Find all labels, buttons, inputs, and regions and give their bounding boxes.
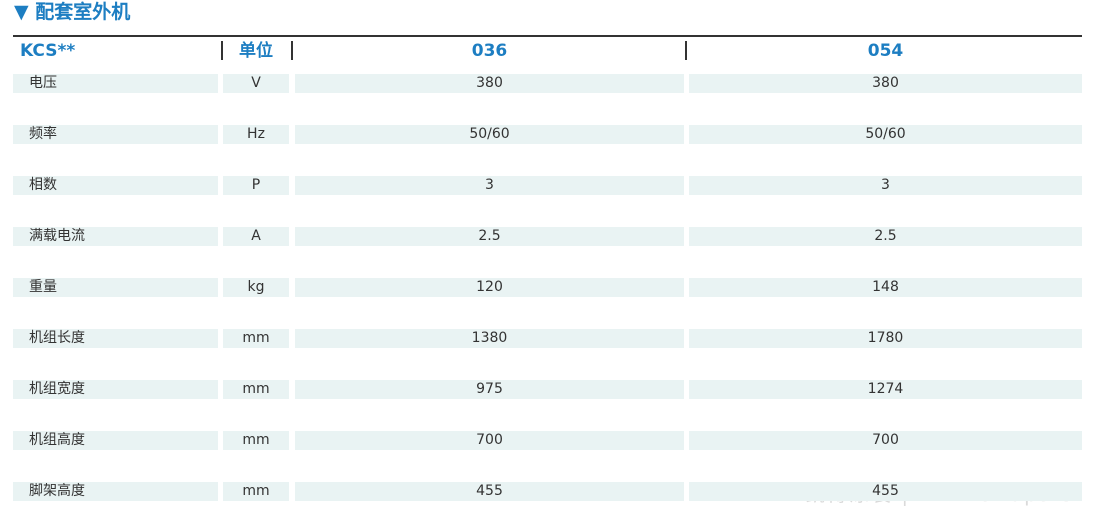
column-separator [685,41,687,60]
cell: 50/60 [689,125,1082,144]
cell: 120 [295,278,684,297]
cell: mm [223,482,289,501]
cell: A [223,227,289,246]
column-separator [221,41,223,60]
row-label: 电压 [13,74,218,93]
cell: 380 [295,74,684,93]
cell: 700 [295,431,684,450]
cell: 975 [295,380,684,399]
cell: 380 [689,74,1082,93]
header-cell: KCS** [20,41,76,61]
cell: 455 [295,482,684,501]
cell: 1380 [295,329,684,348]
cell: mm [223,329,289,348]
header-cell: 054 [867,41,904,61]
row-label: 脚架高度 [13,482,218,501]
cell: kg [223,278,289,297]
header-rule [13,35,1082,37]
row-label: 重量 [13,278,218,297]
header-cell: 单位 [239,41,273,61]
cell: 455 [689,482,1082,501]
row-label: 频率 [13,125,218,144]
cell: mm [223,431,289,450]
row-label: 满载电流 [13,227,218,246]
cell: 1780 [689,329,1082,348]
cell: 1274 [689,380,1082,399]
section-title: ▼ 配套室外机 [14,1,131,23]
row-label: 机组宽度 [13,380,218,399]
cell: V [223,74,289,93]
cell: mm [223,380,289,399]
cell: 2.5 [295,227,684,246]
cell: 700 [689,431,1082,450]
cell: 3 [295,176,684,195]
cell: Hz [223,125,289,144]
cell: P [223,176,289,195]
cell: 2.5 [689,227,1082,246]
row-label: 机组高度 [13,431,218,450]
cell: 50/60 [295,125,684,144]
row-label: 机组长度 [13,329,218,348]
cell: 3 [689,176,1082,195]
header-cell: 036 [471,41,508,61]
column-separator [291,41,293,60]
row-label: 相数 [13,176,218,195]
cell: 148 [689,278,1082,297]
